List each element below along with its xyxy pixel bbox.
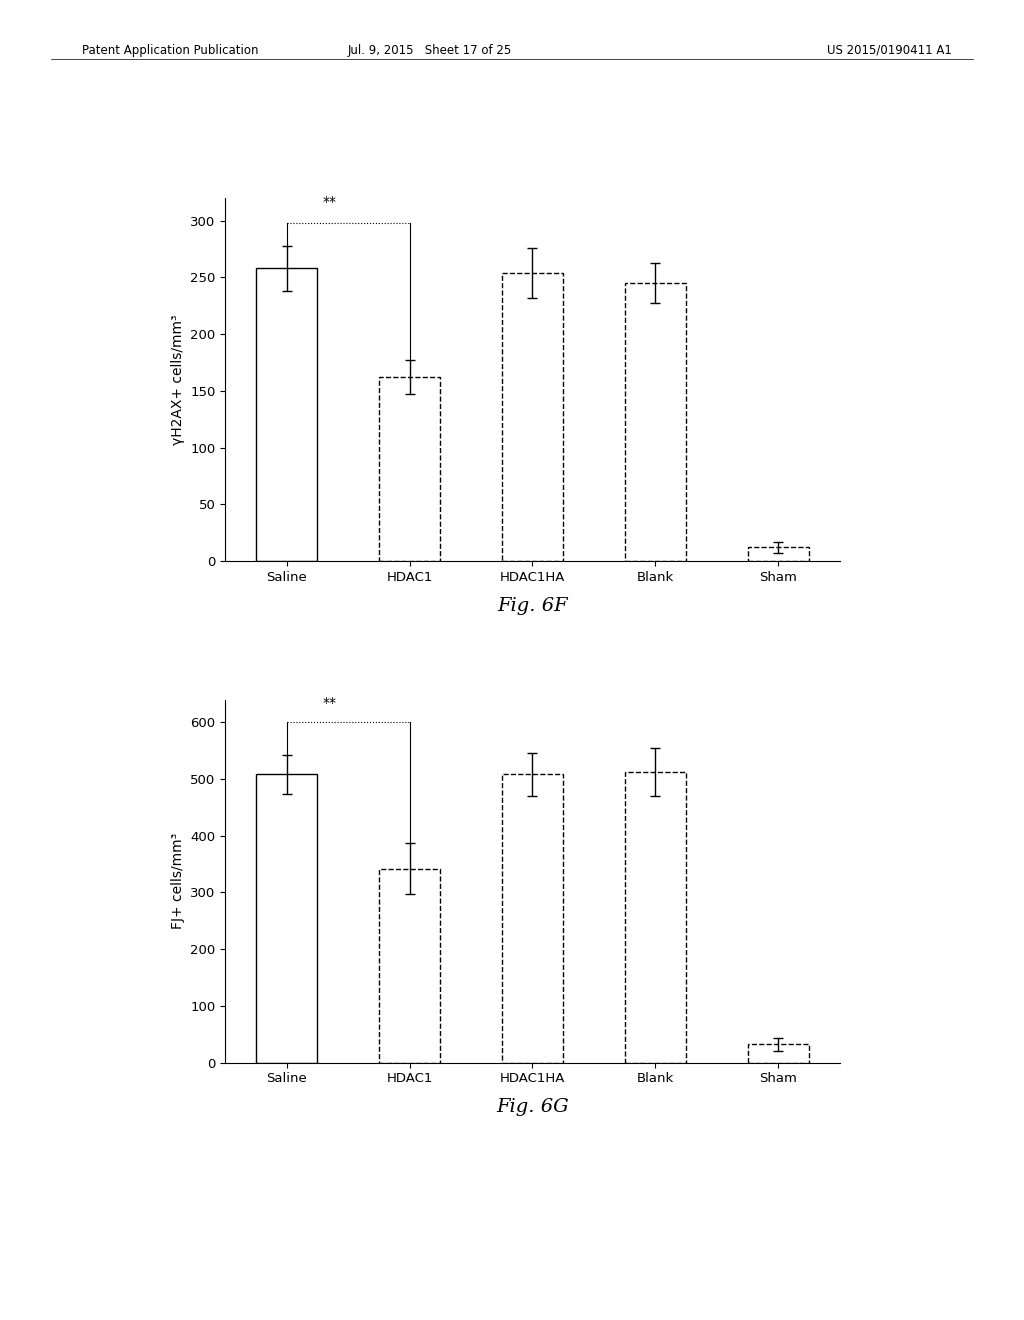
Text: US 2015/0190411 A1: US 2015/0190411 A1 — [827, 44, 952, 57]
Text: Jul. 9, 2015   Sheet 17 of 25: Jul. 9, 2015 Sheet 17 of 25 — [348, 44, 512, 57]
Y-axis label: γH2AX+ cells/mm³: γH2AX+ cells/mm³ — [171, 314, 184, 445]
Text: **: ** — [323, 195, 337, 209]
Bar — [256, 268, 317, 561]
Bar — [502, 775, 563, 1063]
Bar — [625, 772, 686, 1063]
Bar — [379, 869, 440, 1063]
Bar — [379, 378, 440, 561]
Bar — [748, 548, 809, 561]
Text: **: ** — [323, 697, 337, 710]
Bar — [502, 273, 563, 561]
Y-axis label: FJ+ cells/mm³: FJ+ cells/mm³ — [171, 833, 184, 929]
Text: Patent Application Publication: Patent Application Publication — [82, 44, 258, 57]
Text: Fig. 6G: Fig. 6G — [496, 1098, 569, 1117]
Text: Fig. 6F: Fig. 6F — [498, 597, 567, 615]
Bar — [625, 282, 686, 561]
Bar — [256, 775, 317, 1063]
Bar — [748, 1044, 809, 1063]
